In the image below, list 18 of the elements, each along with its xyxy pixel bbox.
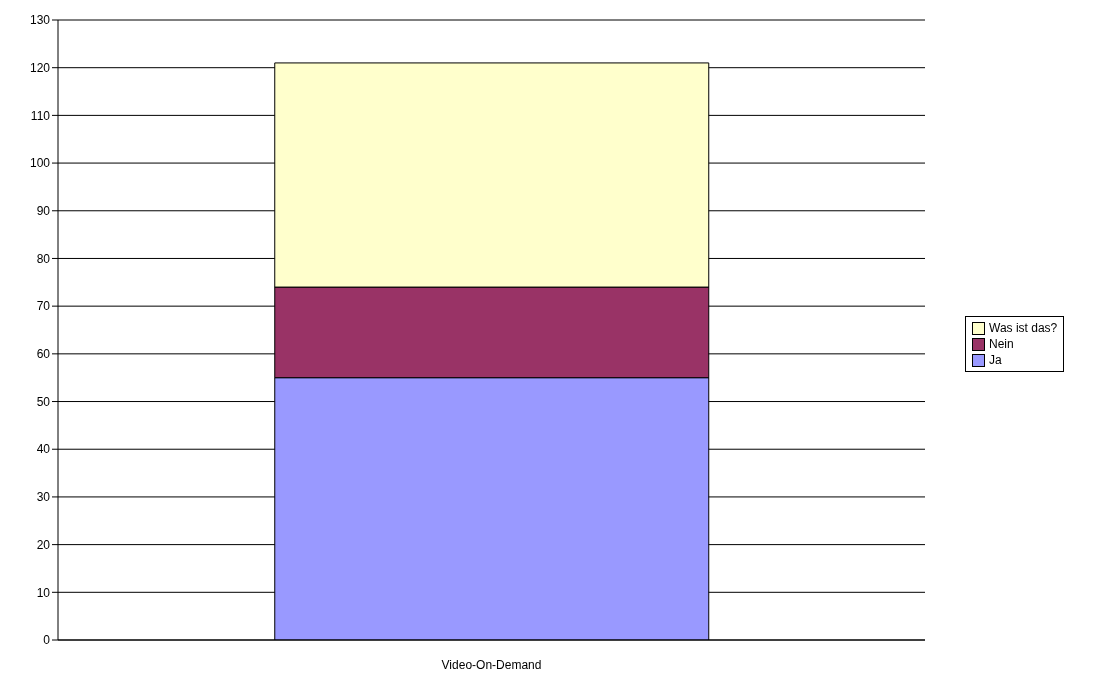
y-tick-label: 40: [36, 442, 51, 457]
legend-label: Was ist das?: [989, 321, 1058, 335]
y-tick-label: 10: [36, 585, 51, 600]
legend-label: Nein: [989, 337, 1014, 351]
legend-label: Ja: [989, 353, 1002, 367]
y-tick-label: 0: [43, 633, 51, 648]
x-tick-label: Video-On-Demand: [441, 657, 542, 672]
y-tick-label: 100: [29, 156, 51, 171]
y-tick-label: 110: [30, 108, 51, 123]
y-tick-label: 80: [36, 251, 51, 266]
y-tick-label: 70: [36, 299, 51, 314]
y-tick-label: 130: [29, 13, 51, 28]
y-tick-label: 60: [36, 347, 51, 362]
y-tick-label: 50: [36, 394, 51, 409]
y-tick-label: 120: [29, 60, 51, 75]
y-tick-label: 90: [36, 204, 51, 219]
y-tick-label: 30: [36, 490, 51, 505]
y-tick-label: 20: [36, 537, 51, 552]
